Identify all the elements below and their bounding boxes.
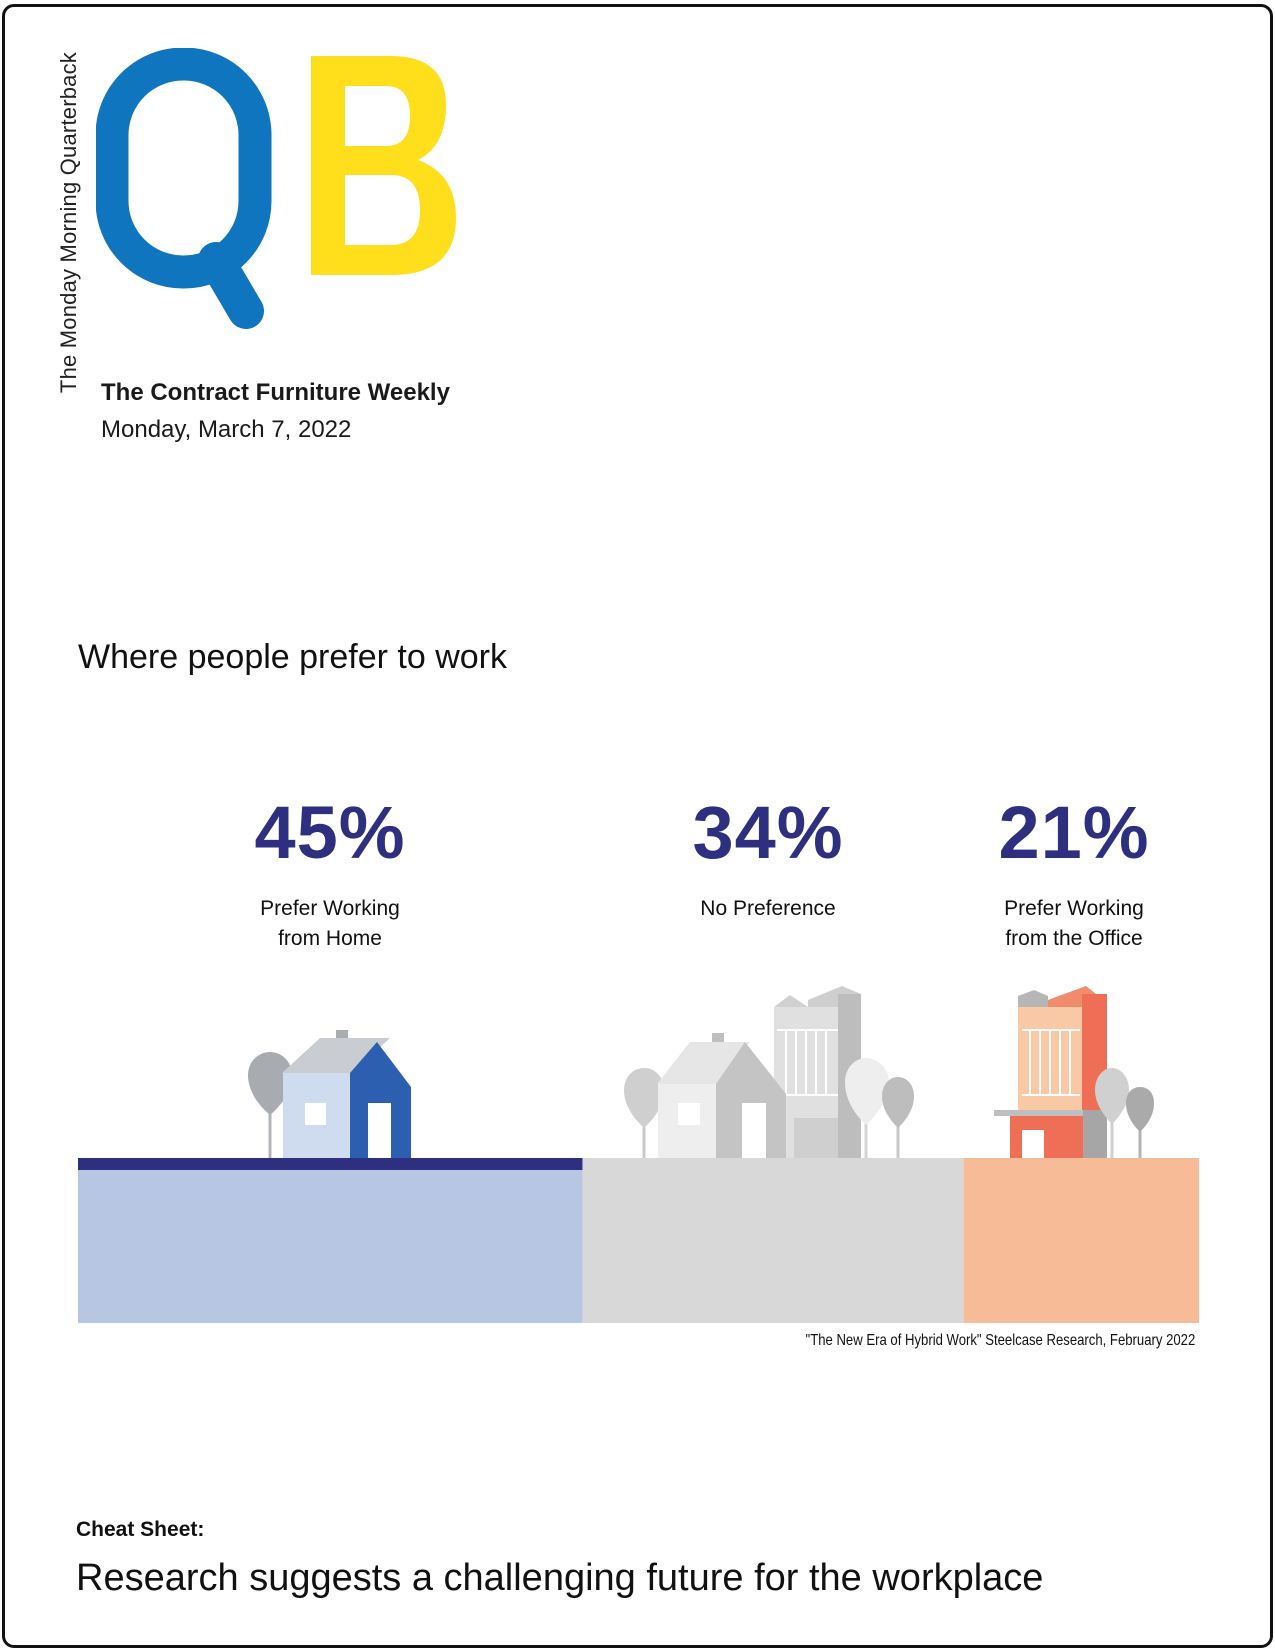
stat-label-home: Prefer Working from Home (260, 897, 400, 950)
stat-value-office: 21% (998, 791, 1150, 874)
cheat-sheet-headline: Research suggests a challenging future f… (76, 1557, 1044, 1599)
cheat-sheet-label: Cheat Sheet: (76, 1518, 205, 1541)
logo-letter-b (311, 56, 456, 275)
stat-no-preference: 34% No Preference (618, 796, 918, 924)
logo-letter-q (96, 48, 272, 329)
stat-value-home: 45% (254, 791, 406, 874)
masthead-tagline: The Monday Morning Quarterback (56, 52, 81, 394)
stat-home: 45% Prefer Working from Home (180, 796, 480, 954)
issue-date: Monday, March 7, 2022 (101, 416, 352, 443)
qb-logo (96, 48, 456, 329)
infographic-title: Where people prefer to work (78, 638, 507, 676)
source-citation: "The New Era of Hybrid Work" Steelcase R… (805, 1332, 1195, 1349)
stat-office: 21% Prefer Working from the Office (924, 796, 1224, 954)
stat-label-office: Prefer Working from the Office (1004, 897, 1144, 950)
publication-name: The Contract Furniture Weekly (101, 379, 450, 406)
page-frame (2, 4, 1273, 1648)
stat-value-no-preference: 34% (692, 791, 844, 874)
stat-label-no-preference: No Preference (700, 897, 836, 920)
